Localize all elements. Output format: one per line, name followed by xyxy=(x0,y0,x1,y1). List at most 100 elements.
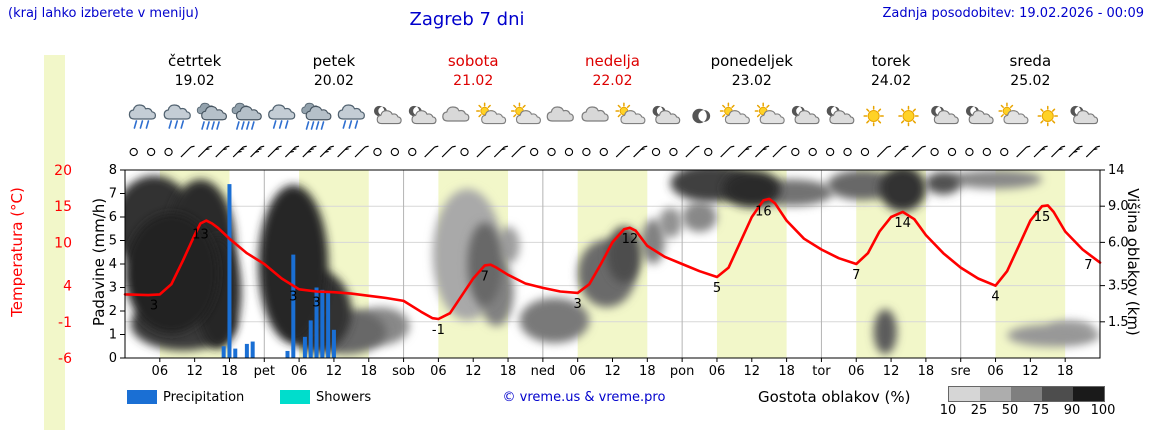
svg-text:13: 13 xyxy=(192,228,209,243)
precipitation-axis-label: Padavine (mm/h) xyxy=(90,197,108,327)
svg-text:16: 16 xyxy=(755,204,772,219)
cloud-density-legend-label: Gostota oblakov (%) xyxy=(758,388,911,406)
weather-icon-rain xyxy=(337,104,365,129)
weather-icon-sun-cloud xyxy=(510,102,541,125)
wind-calm-symbol xyxy=(530,147,539,157)
svg-text:14: 14 xyxy=(1108,163,1125,178)
weather-icon-moon-cloud xyxy=(931,105,959,125)
weather-icon-moon-cloud xyxy=(965,105,994,125)
day-name: četrtek xyxy=(168,52,222,70)
wind-barb-symbol xyxy=(755,145,770,158)
weather-icon-moon-cloud xyxy=(826,105,855,125)
svg-text:3.5: 3.5 xyxy=(1108,279,1129,294)
day-date: 19.02 xyxy=(175,73,215,89)
svg-text:18: 18 xyxy=(918,364,935,379)
wind-barb-symbol xyxy=(250,145,265,158)
weather-icon-moon-cloud xyxy=(408,105,437,125)
cloud-density-scale-label: 90 xyxy=(1063,403,1081,418)
svg-text:6.0: 6.0 xyxy=(1108,235,1129,250)
credit-link[interactable]: © vreme.us & vreme.pro xyxy=(502,390,666,405)
wind-calm-symbol xyxy=(860,147,870,157)
wind-barb-symbol xyxy=(267,145,282,158)
svg-text:06: 06 xyxy=(848,364,865,379)
weather-icon-sun-cloud xyxy=(476,102,507,125)
day-name: nedelja xyxy=(585,52,640,70)
weather-icon-moon-cloud xyxy=(1070,105,1099,125)
wind-barb-symbol xyxy=(911,145,926,158)
wind-calm-symbol xyxy=(564,147,574,157)
wind-barb-symbol xyxy=(215,145,230,158)
precipitation-legend-label: Precipitation xyxy=(163,390,245,405)
svg-text:-1: -1 xyxy=(432,323,445,338)
weather-icon-row xyxy=(128,102,1099,130)
svg-text:6: 6 xyxy=(109,210,117,225)
cloud-density-scale-label: 100 xyxy=(1090,403,1116,418)
x-axis: 06 12 18 pet 06 12 18 sob 06 12 18 ned 06 12 18 pon 06 12… xyxy=(152,358,1074,379)
wind-calm-symbol xyxy=(547,147,556,157)
svg-text:18: 18 xyxy=(221,364,238,379)
svg-text:1: 1 xyxy=(109,328,117,343)
day-name: petek xyxy=(313,52,356,70)
svg-text:12: 12 xyxy=(186,364,203,379)
wind-barb-symbol xyxy=(337,145,352,158)
precipitation-legend-swatch xyxy=(127,390,157,404)
weather-icon-sun xyxy=(863,105,884,127)
wind-calm-symbol xyxy=(390,147,400,157)
wind-barb-symbol xyxy=(685,145,700,158)
left-accent-strip xyxy=(44,55,65,430)
svg-text:5: 5 xyxy=(713,281,721,296)
svg-text:4: 4 xyxy=(991,290,999,305)
cloud-height-axis-label: Višina oblakov (km) xyxy=(1124,188,1142,336)
day-name: sreda xyxy=(1010,52,1052,70)
day-date: 23.02 xyxy=(732,73,772,89)
weather-icon-sun xyxy=(1037,105,1059,127)
wind-calm-symbol xyxy=(965,147,974,157)
wind-barb-symbol xyxy=(894,145,909,158)
precipitation-bars xyxy=(221,184,336,358)
svg-text:12: 12 xyxy=(1022,364,1039,379)
svg-text:sob: sob xyxy=(392,364,415,379)
svg-text:06: 06 xyxy=(709,364,726,379)
weather-icon-heavy-rain xyxy=(196,102,227,130)
wind-calm-symbol xyxy=(373,147,382,157)
wind-calm-symbol xyxy=(825,147,835,157)
svg-text:-1: -1 xyxy=(58,315,72,331)
wind-barb-symbol xyxy=(319,145,334,158)
weather-icon-rain xyxy=(268,104,296,129)
svg-text:7: 7 xyxy=(852,268,860,283)
cloud-density-scale-segment xyxy=(949,387,980,401)
wind-barb-symbol xyxy=(633,145,648,158)
weather-icon-sun xyxy=(898,105,919,127)
cloud-density-scale-segment xyxy=(1042,387,1073,401)
svg-text:5: 5 xyxy=(109,234,117,249)
wind-barb-symbol xyxy=(772,145,787,158)
wind-calm-symbol xyxy=(669,147,678,157)
wind-barb-symbol xyxy=(1085,145,1101,158)
svg-text:18: 18 xyxy=(1057,364,1074,379)
svg-text:18: 18 xyxy=(639,364,656,379)
weather-icon-moon-cloud xyxy=(652,105,681,125)
wind-barb-symbol xyxy=(876,145,892,158)
svg-text:4: 4 xyxy=(109,257,117,272)
day-name: sobota xyxy=(448,52,499,70)
wind-barb-symbol xyxy=(1068,145,1083,158)
svg-text:12: 12 xyxy=(744,364,761,379)
day-date: 25.02 xyxy=(1010,73,1050,89)
svg-text:3: 3 xyxy=(312,295,320,310)
temperature-axis-ticks: 20 15 10 4 -1 -6 xyxy=(54,163,72,367)
svg-text:pet: pet xyxy=(254,364,275,379)
svg-text:06: 06 xyxy=(152,364,169,379)
svg-text:ned: ned xyxy=(531,364,556,379)
weather-icon-heavy-rain xyxy=(301,102,332,130)
svg-text:pon: pon xyxy=(670,364,694,379)
wind-barb-symbol xyxy=(1051,145,1066,158)
wind-barb-symbol xyxy=(232,145,247,158)
svg-text:3: 3 xyxy=(289,290,297,305)
day-date: 24.02 xyxy=(871,73,911,89)
temperature-axis-label: Temperatura (°C) xyxy=(8,187,26,317)
wind-barb-symbol xyxy=(354,145,369,158)
wind-barb-symbol xyxy=(476,145,491,158)
svg-text:0: 0 xyxy=(109,351,117,366)
wind-barb-symbol xyxy=(511,145,526,158)
